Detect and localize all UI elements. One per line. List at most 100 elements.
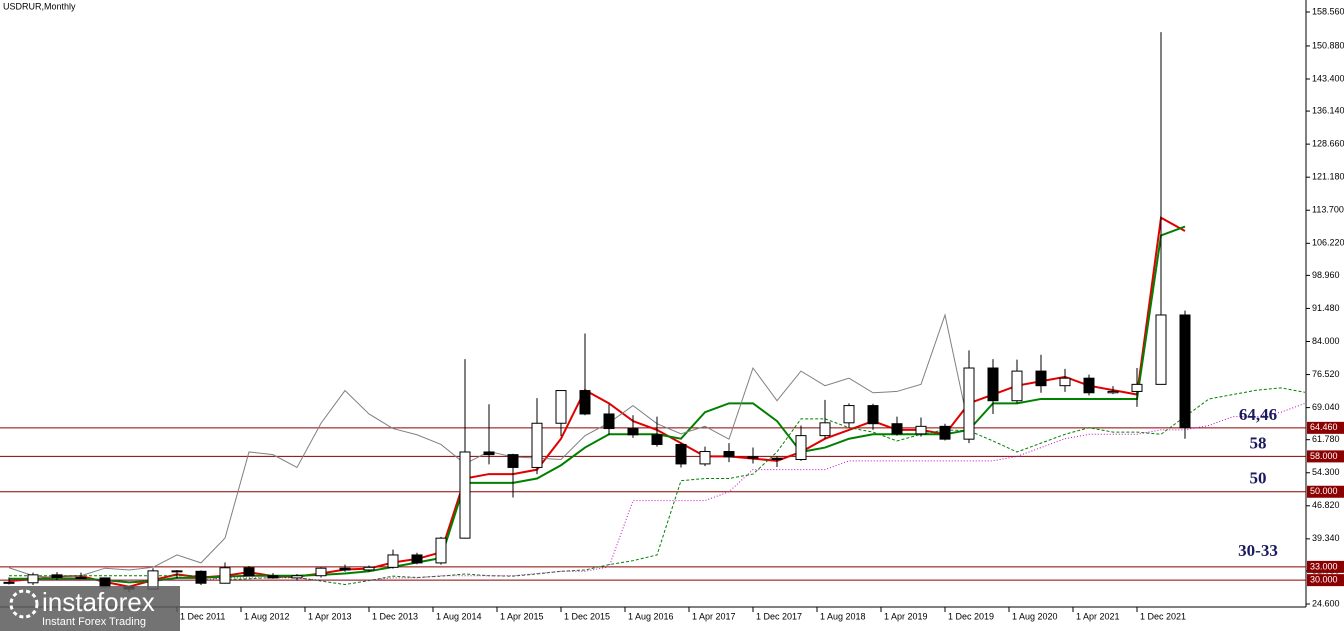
candle-body	[1083, 377, 1095, 394]
candle-body	[291, 575, 303, 579]
y-tick-label: 121.180	[1312, 172, 1344, 182]
candle-body	[243, 567, 255, 577]
level-label-bg	[1307, 574, 1344, 587]
y-tick-label: 150.880	[1312, 40, 1344, 50]
x-tick-label: 1 Apr 2019	[884, 611, 928, 621]
y-tick-label: 24.600	[1312, 598, 1340, 608]
candle-body	[411, 554, 423, 564]
candle-body	[51, 574, 63, 578]
annotation: 50	[1250, 469, 1267, 488]
candle-body	[915, 425, 927, 435]
y-tick-label: 61.780	[1312, 434, 1340, 444]
candle-body	[1107, 390, 1119, 394]
candle-body	[987, 367, 999, 402]
candle-body	[627, 428, 639, 436]
candle-body	[1131, 383, 1143, 392]
level-label: 33.000	[1310, 561, 1338, 571]
level-label: 58.000	[1310, 451, 1338, 461]
y-tick-label: 113.700	[1312, 205, 1344, 215]
watermark-bg	[0, 586, 180, 631]
candle-body	[219, 567, 231, 584]
x-tick-label: 1 Apr 2013	[308, 611, 352, 621]
y-tick-label: 136.140	[1312, 105, 1344, 115]
candle-body	[1035, 370, 1047, 387]
x-tick-label: 1 Dec 2017	[756, 611, 802, 621]
candle-body	[867, 405, 879, 425]
level-label-bg	[1307, 450, 1344, 463]
candle-body	[507, 454, 519, 468]
candle-body	[387, 554, 399, 568]
x-tick-label: 1 Aug 2014	[436, 611, 482, 621]
candle-body	[1179, 314, 1191, 429]
candle-body	[891, 423, 903, 435]
candle-body	[723, 451, 735, 458]
candle-body	[651, 434, 663, 445]
candle-body	[99, 577, 111, 588]
candle-body	[195, 570, 207, 584]
y-tick-label: 106.220	[1312, 238, 1344, 248]
watermark-name: instaforex	[42, 587, 155, 617]
candle-body	[603, 413, 615, 430]
candle-body	[315, 567, 327, 577]
annotation: 30-33	[1238, 541, 1278, 560]
annotation: 58	[1250, 433, 1267, 452]
level-label-bg	[1307, 421, 1344, 434]
candle-body	[963, 367, 975, 440]
chart-title: USDRUR,Monthly	[3, 1, 76, 11]
x-tick-label: 1 Apr 2017	[692, 611, 736, 621]
x-tick-label: 1 Dec 2013	[372, 611, 418, 621]
candle-body	[267, 575, 279, 579]
y-tick-label: 128.660	[1312, 139, 1344, 149]
candle-body	[339, 567, 351, 571]
level-label-bg	[1307, 485, 1344, 498]
level-label: 30.000	[1310, 575, 1338, 585]
annotation: 64,46	[1239, 405, 1277, 424]
x-tick-label: 1 Aug 2016	[628, 611, 674, 621]
candle-body	[435, 537, 447, 564]
x-tick-label: 1 Dec 2021	[1140, 611, 1186, 621]
y-tick-label: 84.000	[1312, 336, 1340, 346]
candle-body	[555, 390, 567, 424]
y-tick-label: 91.480	[1312, 303, 1340, 313]
x-tick-label: 1 Aug 2012	[244, 611, 290, 621]
y-tick-label: 158.560	[1312, 6, 1344, 16]
candle-body	[1011, 370, 1023, 402]
y-tick-label: 98.960	[1312, 270, 1340, 280]
candle-body	[939, 425, 951, 440]
x-tick-label: 1 Dec 2011	[180, 611, 225, 621]
y-tick-label: 39.340	[1312, 533, 1340, 543]
level-label: 50.000	[1310, 486, 1338, 496]
candle-body	[747, 456, 759, 459]
y-tick-label: 143.400	[1312, 73, 1344, 83]
candle-body	[771, 457, 783, 460]
candle-body	[27, 574, 39, 584]
candle-body	[171, 570, 183, 573]
x-tick-label: 1 Aug 2020	[1012, 611, 1058, 621]
x-tick-label: 1 Apr 2021	[1076, 611, 1120, 621]
candle-body	[699, 451, 711, 465]
candle-body	[579, 390, 591, 415]
watermark: instaforex Instant Forex Trading	[0, 586, 180, 631]
candle-body	[75, 576, 87, 579]
y-tick-label: 46.820	[1312, 500, 1340, 510]
candle-body	[363, 566, 375, 571]
watermark-logo	[9, 589, 39, 619]
candle-body	[3, 581, 15, 584]
candle-body	[1155, 314, 1167, 385]
level-label-bg	[1307, 560, 1344, 573]
candle-body	[795, 435, 807, 460]
candle-body	[1059, 377, 1071, 387]
y-tick-label: 54.300	[1312, 467, 1340, 477]
candle-body	[483, 451, 495, 456]
candle-body	[459, 451, 471, 539]
x-tick-label: 1 Aug 2018	[820, 611, 866, 621]
x-tick-label: 1 Apr 2015	[500, 611, 544, 621]
x-tick-label: 1 Dec 2019	[948, 611, 994, 621]
candle-body	[531, 422, 543, 468]
y-tick-label: 76.520	[1312, 369, 1340, 379]
candle-body	[819, 422, 831, 437]
level-label: 64.460	[1310, 422, 1338, 432]
watermark-tagline: Instant Forex Trading	[42, 616, 146, 628]
